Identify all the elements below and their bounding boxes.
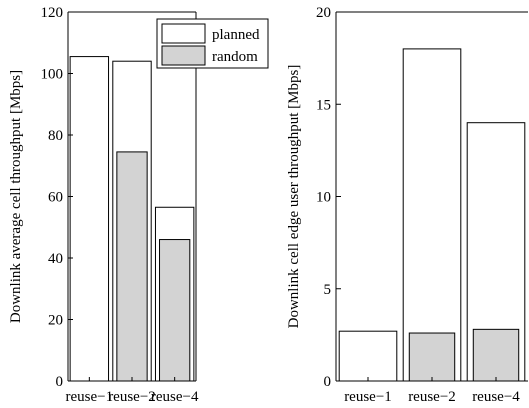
legend-label-random: random — [212, 49, 258, 65]
bar-planned-2 — [402, 48, 462, 382]
bar-planned-1 — [338, 330, 398, 382]
legend: planned random — [156, 18, 269, 69]
x-tick-label: reuse−4 — [151, 389, 199, 405]
x-tick-label: reuse−2 — [408, 389, 456, 405]
y-axis-label: Downlink cell edge user throughput [Mbps… — [286, 65, 302, 329]
y-tick-label: 0 — [56, 374, 64, 390]
legend-swatch-random — [161, 45, 206, 66]
x-tick-label: reuse−2 — [108, 389, 156, 405]
x-tick-label: reuse−4 — [472, 389, 520, 405]
y-tick-label: 100 — [41, 67, 64, 83]
bar-random-2 — [408, 332, 456, 382]
y-tick-label: 15 — [316, 97, 331, 113]
y-tick-label: 120 — [41, 5, 64, 21]
legend-label-planned: planned — [212, 27, 260, 43]
y-tick-label: 20 — [48, 313, 63, 329]
bar-planned-1 — [69, 56, 110, 382]
y-tick-label: 80 — [48, 128, 63, 144]
chart-right-panel: reuse−1 reuse−2 reuse−4 0 5 10 15 20 Downlink ce… — [286, 5, 528, 405]
legend-swatch-planned — [161, 23, 206, 44]
y-tick-label: 60 — [48, 190, 63, 206]
y-tick-label: 40 — [48, 251, 63, 267]
y-tick-label: 5 — [324, 282, 332, 298]
x-tick-label: reuse−1 — [344, 389, 392, 405]
y-tick-label: 20 — [316, 5, 331, 21]
bar-random-3 — [472, 328, 520, 382]
y-axis-label: Downlink average cell throughput [Mbps] — [8, 70, 24, 323]
bar-random-2 — [116, 151, 148, 382]
x-tick-label: reuse−1 — [66, 389, 114, 405]
y-tick-label: 10 — [316, 190, 331, 206]
y-tick-label: 0 — [324, 374, 332, 390]
bar-random-3 — [159, 239, 191, 382]
